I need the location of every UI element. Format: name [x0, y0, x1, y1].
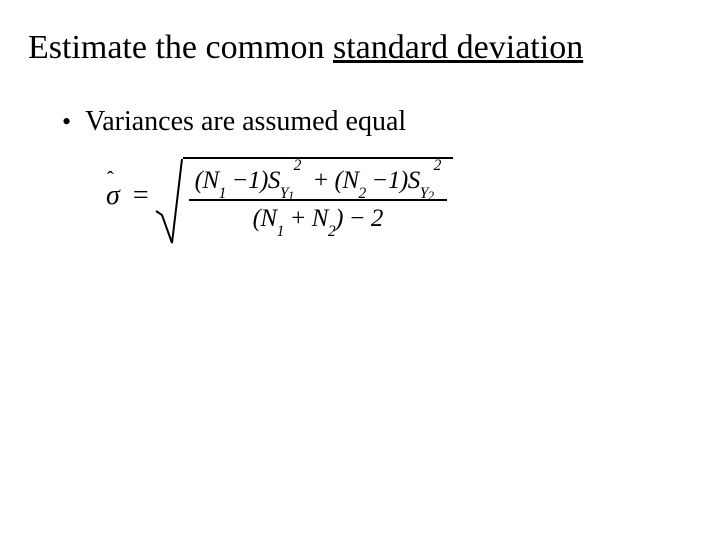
radical-icon — [155, 157, 183, 235]
fraction-numerator: (N1 −1)SY12 + (N2 −1)SY22 — [189, 165, 447, 197]
fraction-denominator: (N1 + N2) − 2 — [247, 203, 389, 235]
radicand: (N1 −1)SY12 + (N2 −1)SY22 (N1 + N2) − 2 — [183, 157, 453, 235]
hat-accent-icon: ˆ — [107, 168, 115, 191]
formula-equation: ˆσ = (N1 −1)SY12 + (N2 −1)SY22 — [106, 157, 692, 235]
bullet-marker-icon: • — [62, 109, 71, 135]
title-plain: Estimate the common — [28, 29, 333, 66]
square-root: (N1 −1)SY12 + (N2 −1)SY22 (N1 + N2) − 2 — [155, 157, 453, 235]
slide-title: Estimate the common standard deviation — [28, 28, 692, 67]
bullet-text: Variances are assumed equal — [85, 105, 406, 139]
sigma-hat-symbol: ˆσ — [106, 180, 121, 212]
bullet-item-1: • Variances are assumed equal — [62, 105, 692, 139]
title-underlined: standard deviation — [333, 29, 583, 66]
formula-block: ˆσ = (N1 −1)SY12 + (N2 −1)SY22 — [106, 157, 692, 235]
equals-sign: = — [133, 180, 149, 212]
fraction-bar — [189, 199, 447, 201]
vinculum-line — [183, 157, 453, 159]
slide: Estimate the common standard deviation •… — [0, 0, 720, 540]
fraction: (N1 −1)SY12 + (N2 −1)SY22 (N1 + N2) − 2 — [183, 161, 453, 235]
